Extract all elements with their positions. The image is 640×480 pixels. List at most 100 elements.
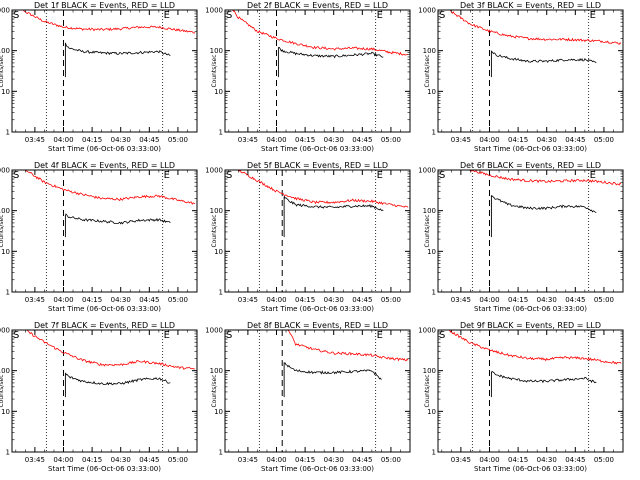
x-tick-label: 04:30 xyxy=(537,456,557,464)
y-tick-label: 10 xyxy=(1,88,10,96)
events-series-line xyxy=(65,213,171,225)
time-marker-label: S xyxy=(13,10,19,21)
chart-title: Det 9f BLACK = Events, RED = LLD xyxy=(460,321,601,330)
time-marker-label: E xyxy=(590,170,596,181)
time-marker-label: E xyxy=(590,10,596,21)
x-axis-label: Start Time (06-Oct-06 03:33:00) xyxy=(48,145,161,153)
y-tick-label: 1 xyxy=(219,129,223,137)
x-tick-label: 03:45 xyxy=(451,456,471,464)
y-tick-label: 1 xyxy=(6,449,10,457)
x-tick-label: 04:15 xyxy=(82,136,102,144)
x-tick-label: 04:30 xyxy=(324,136,344,144)
chart-panel: Det 1f BLACK = Events, RED = LLD Counts/s… xyxy=(0,1,198,153)
time-marker-label: S xyxy=(226,10,232,21)
y-tick-label: 10 xyxy=(427,408,436,416)
x-tick-label: 03:45 xyxy=(451,296,471,304)
y-tick-label: 100 xyxy=(0,367,10,375)
plot-frame xyxy=(224,9,411,133)
x-tick-label: 04:30 xyxy=(111,136,131,144)
x-tick-label: 04:30 xyxy=(111,456,131,464)
y-tick-label: 1 xyxy=(432,129,436,137)
plot-frame xyxy=(437,329,624,453)
x-tick-label: 04:15 xyxy=(508,456,528,464)
y-tick-label: 100 xyxy=(423,47,436,55)
x-axis-label: Start Time (06-Oct-06 03:33:00) xyxy=(474,305,587,313)
y-tick-label: 100 xyxy=(210,47,223,55)
x-tick-label: 04:45 xyxy=(139,296,159,304)
x-tick-label: 04:30 xyxy=(324,456,344,464)
plot-frame xyxy=(224,169,411,293)
x-tick-label: 03:45 xyxy=(25,296,45,304)
events-series-line xyxy=(283,195,384,212)
x-tick-label: 03:45 xyxy=(451,136,471,144)
time-marker-label: S xyxy=(439,170,445,181)
x-tick-label: 04:30 xyxy=(324,296,344,304)
y-axis-label: Counts/sec xyxy=(0,214,5,247)
time-marker-label: S xyxy=(226,330,232,341)
time-marker-label: E xyxy=(377,330,383,341)
y-tick-label: 1000 xyxy=(205,327,223,335)
y-tick-label: 1000 xyxy=(0,327,10,335)
x-tick-label: 04:00 xyxy=(479,136,499,144)
x-tick-label: 04:45 xyxy=(565,136,585,144)
events-series-line xyxy=(283,362,382,380)
y-tick-label: 1 xyxy=(6,289,10,297)
x-tick-label: 04:45 xyxy=(565,456,585,464)
lld-series-line xyxy=(438,9,622,45)
time-marker-label: S xyxy=(226,170,232,181)
y-tick-label: 1000 xyxy=(205,167,223,175)
lld-series-line xyxy=(460,169,622,186)
time-marker-label: S xyxy=(13,170,19,181)
lld-series-line xyxy=(12,329,196,370)
time-marker-label: E xyxy=(590,330,596,341)
x-tick-label: 05:00 xyxy=(594,296,614,304)
time-marker-label: E xyxy=(164,330,170,341)
events-series-line xyxy=(491,195,597,213)
y-tick-label: 100 xyxy=(210,207,223,215)
chart-title: Det 7f BLACK = Events, RED = LLD xyxy=(34,321,175,330)
x-tick-label: 04:00 xyxy=(479,296,499,304)
y-tick-label: 10 xyxy=(214,248,223,256)
y-tick-label: 1 xyxy=(219,289,223,297)
y-tick-label: 100 xyxy=(423,207,436,215)
x-tick-label: 04:45 xyxy=(352,296,372,304)
x-tick-label: 03:45 xyxy=(238,296,258,304)
y-tick-label: 1 xyxy=(432,449,436,457)
y-tick-label: 1 xyxy=(432,289,436,297)
y-axis-label: Counts/sec xyxy=(211,214,218,247)
x-tick-label: 04:00 xyxy=(266,296,286,304)
y-tick-label: 1000 xyxy=(0,167,10,175)
chart-panel: Det 9f BLACK = Events, RED = LLD Counts/s… xyxy=(418,321,624,473)
x-tick-label: 05:00 xyxy=(594,456,614,464)
plot-frame xyxy=(437,9,624,133)
x-axis-label: Start Time (06-Oct-06 03:33:00) xyxy=(261,145,374,153)
x-tick-label: 05:00 xyxy=(168,456,188,464)
x-tick-label: 05:00 xyxy=(381,136,401,144)
chart-title: Det 1f BLACK = Events, RED = LLD xyxy=(34,1,175,10)
y-tick-label: 1 xyxy=(6,129,10,137)
x-tick-label: 05:00 xyxy=(594,136,614,144)
y-axis-label: Counts/sec xyxy=(0,374,5,407)
chart-panel: Det 6f BLACK = Events, RED = LLD Counts/s… xyxy=(418,161,624,313)
plot-frame xyxy=(437,169,624,293)
lld-series-line xyxy=(12,9,196,34)
events-series-line xyxy=(65,372,171,386)
x-tick-label: 04:15 xyxy=(295,296,315,304)
x-tick-label: 04:15 xyxy=(82,296,102,304)
x-tick-label: 04:00 xyxy=(479,456,499,464)
plot-frame xyxy=(11,329,198,453)
events-series-line xyxy=(491,51,597,64)
chart-title: Det 3f BLACK = Events, RED = LLD xyxy=(460,1,601,10)
x-axis-label: Start Time (06-Oct-06 03:33:00) xyxy=(474,145,587,153)
chart-title: Det 5f BLACK = Events, RED = LLD xyxy=(247,161,388,170)
y-axis-label: Counts/sec xyxy=(0,54,5,87)
y-tick-label: 10 xyxy=(214,88,223,96)
chart-panel: Det 3f BLACK = Events, RED = LLD Counts/s… xyxy=(418,1,624,153)
x-tick-label: 03:45 xyxy=(25,136,45,144)
x-tick-label: 04:00 xyxy=(266,456,286,464)
chart-title: Det 6f BLACK = Events, RED = LLD xyxy=(460,161,601,170)
x-tick-label: 04:30 xyxy=(537,296,557,304)
plot-frame xyxy=(11,9,198,133)
x-axis-label: Start Time (06-Oct-06 03:33:00) xyxy=(48,465,161,473)
x-tick-label: 04:45 xyxy=(139,456,159,464)
